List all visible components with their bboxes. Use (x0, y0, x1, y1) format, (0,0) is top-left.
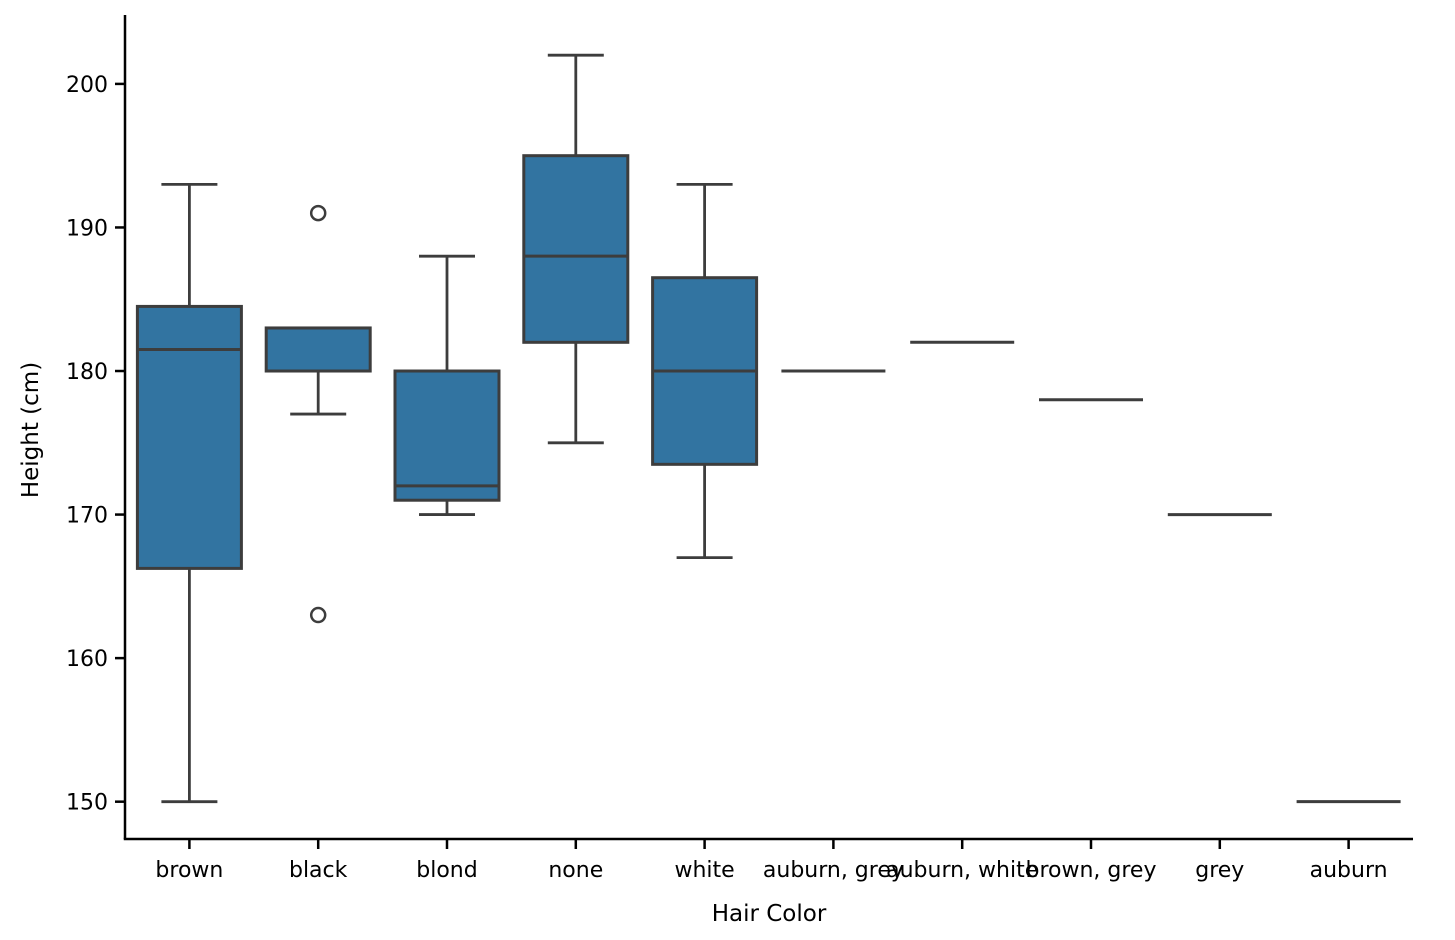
x-tick-label-blond: blond (416, 858, 477, 883)
y-tick-label: 150 (66, 791, 108, 816)
y-axis-title: Height (cm) (18, 361, 44, 499)
x-tick-label-grey: grey (1195, 858, 1244, 883)
y-tick-label: 170 (66, 504, 108, 529)
x-axis-title: Hair Color (711, 901, 827, 927)
x-tick-label-none: none (548, 858, 603, 883)
y-tick-label: 200 (66, 73, 108, 98)
x-tick-label-auburn-white: auburn, white (886, 858, 1038, 883)
box-black (264, 326, 372, 373)
y-tick-label: 160 (66, 647, 108, 672)
outlier-black-191 (309, 204, 327, 222)
box-brown (135, 304, 243, 570)
y-tick-label: 180 (66, 360, 108, 385)
x-tick-label-auburn-grey: auburn, grey (763, 858, 904, 883)
x-tick-label-brown: brown (155, 858, 223, 883)
x-tick-label-brown-grey: brown, grey (1026, 858, 1157, 883)
box-none (522, 154, 630, 344)
box-blond (393, 369, 501, 502)
y-tick-label: 190 (66, 216, 108, 241)
x-tick-label-black: black (289, 858, 348, 883)
outlier-black-163 (309, 606, 327, 624)
x-tick-label-auburn: auburn (1310, 858, 1388, 883)
x-tick-label-white: white (674, 858, 734, 883)
